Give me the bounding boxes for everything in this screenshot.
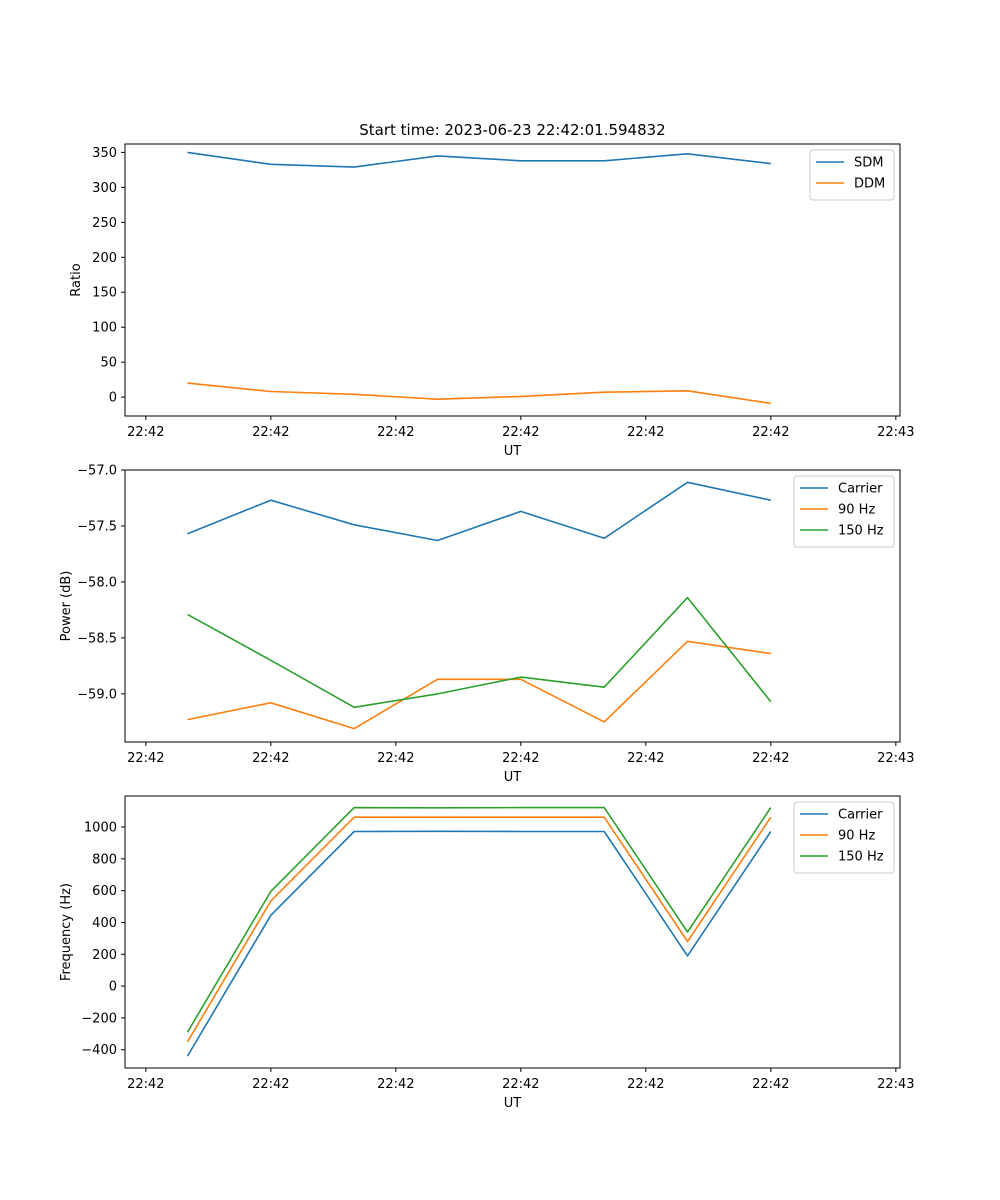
power-x-tick-label: 22:42: [127, 751, 164, 766]
frequency-legend: Carrier 90 Hz 150 Hz: [793, 801, 895, 874]
frequency-series-line-150-hz: [186, 806, 772, 1033]
ratio-y-tick-label: 300: [92, 181, 117, 196]
ratio-series-line-sdm: [187, 151, 771, 168]
power-legend-label: 90 Hz: [838, 503, 875, 518]
ratio-x-tick-label: 22:42: [127, 425, 164, 440]
ratio-x-tick-label: 22:42: [252, 425, 289, 440]
frequency-y-tick-label: 800: [92, 852, 117, 867]
power-x-tick-label: 22:42: [752, 751, 789, 766]
frequency-x-tick-label: 22:42: [752, 1077, 789, 1092]
figure-title: Start time: 2023-06-23 22:42:01.594832: [359, 121, 665, 139]
frequency-series-line-carrier: [186, 830, 772, 1057]
power-plot-frame: [124, 469, 901, 743]
ratio-y-tick-label: 0: [109, 391, 117, 406]
power-y-tick-label: −59.0: [77, 687, 117, 702]
ratio-plot-frame: [124, 143, 901, 417]
ratio-y-axis-label: Ratio: [69, 263, 84, 296]
ratio-x-axis-label: UT: [504, 444, 522, 459]
frequency-x-tick-label: 22:42: [127, 1077, 164, 1092]
frequency-y-tick-label: 400: [92, 916, 117, 931]
ratio-y-tick-label: 50: [100, 356, 117, 371]
power-legend-label: 150 Hz: [838, 524, 884, 539]
ratio-y-tick-label: 200: [92, 251, 117, 266]
frequency-y-tick-label: −200: [81, 1011, 117, 1026]
ratio-y-tick-label: 250: [92, 216, 117, 231]
frequency-x-axis-label: UT: [504, 1096, 522, 1111]
frequency-plot-frame: [124, 795, 901, 1069]
power-y-tick-label: −58.5: [77, 631, 117, 646]
ratio-legend-label: SDM: [854, 156, 883, 171]
frequency-y-tick-label: 0: [109, 980, 117, 995]
frequency-x-tick-label: 22:42: [627, 1077, 664, 1092]
power-legend: Carrier 90 Hz 150 Hz: [793, 475, 895, 548]
power-series-line-carrier: [187, 481, 771, 542]
frequency-x-tick-label: 22:42: [377, 1077, 414, 1092]
frequency-x-tick-label: 22:42: [252, 1077, 289, 1092]
power-y-tick-label: −58.0: [77, 575, 117, 590]
ratio-x-tick-label: 22:43: [877, 425, 914, 440]
ratio-y-tick-label: 350: [92, 146, 117, 161]
frequency-panel: 22:42 22:42 22:42 22:42 22:42 22:42 22:43 −400 −…: [59, 795, 915, 1111]
frequency-x-tick-label: 22:43: [877, 1077, 914, 1092]
power-x-tick-label: 22:42: [627, 751, 664, 766]
power-legend-label: Carrier: [838, 482, 883, 497]
power-x-tick-label: 22:42: [377, 751, 414, 766]
frequency-y-axis-label: Frequency (Hz): [59, 883, 74, 981]
frequency-x-tick-label: 22:42: [502, 1077, 539, 1092]
power-panel: 22:42 22:42 22:42 22:42 22:42 22:42 22:43 −59.0…: [59, 464, 915, 786]
ratio-legend: SDM DDM: [809, 149, 895, 201]
ratio-y-tick-label: 150: [92, 286, 117, 301]
frequency-y-tick-label: 200: [92, 948, 117, 963]
frequency-y-tick-label: 600: [92, 884, 117, 899]
frequency-legend-label: Carrier: [838, 808, 883, 823]
frequency-y-tick-label: 1000: [84, 821, 117, 836]
ratio-series-line-ddm: [187, 382, 771, 405]
ratio-x-tick-label: 22:42: [502, 425, 539, 440]
frequency-y-tick-label: −400: [81, 1043, 117, 1058]
ratio-x-tick-label: 22:42: [752, 425, 789, 440]
ratio-panel: 22:42 22:42 22:42 22:42 22:42 22:42 22:43 0 50 10…: [69, 143, 915, 459]
ratio-y-tick-label: 100: [92, 321, 117, 336]
power-series-line-150-hz: [187, 596, 772, 709]
ratio-x-tick-label: 22:42: [377, 425, 414, 440]
frequency-legend-label: 90 Hz: [838, 829, 875, 844]
power-y-tick-label: −57.0: [77, 464, 117, 479]
power-x-tick-label: 22:42: [252, 751, 289, 766]
power-x-tick-label: 22:43: [877, 751, 914, 766]
ratio-legend-label: DDM: [854, 177, 885, 192]
ratio-x-tick-label: 22:42: [627, 425, 664, 440]
power-y-axis-label: Power (dB): [59, 571, 74, 642]
frequency-legend-label: 150 Hz: [838, 850, 884, 865]
power-x-tick-label: 22:42: [502, 751, 539, 766]
power-x-axis-label: UT: [504, 770, 522, 785]
power-y-tick-label: −57.5: [77, 519, 117, 534]
frequency-series-line-90-hz: [186, 816, 772, 1043]
power-series-line-90-hz: [187, 640, 771, 730]
